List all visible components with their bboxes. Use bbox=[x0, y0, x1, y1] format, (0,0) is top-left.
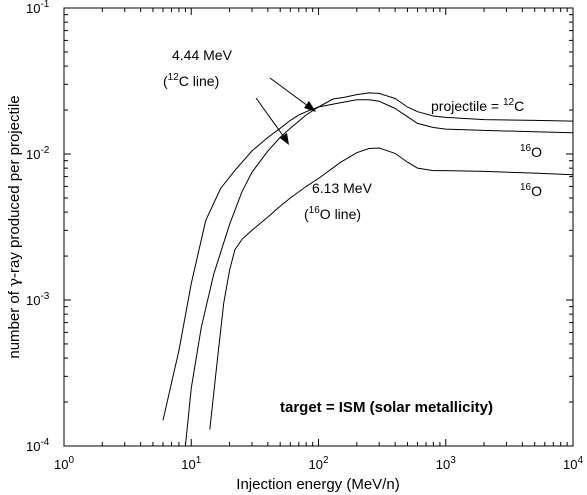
x-tick-label: 104 bbox=[563, 455, 583, 472]
x-tick-label: 102 bbox=[309, 455, 329, 472]
annotation-c12-line: (12C line) bbox=[163, 72, 219, 89]
y-tick-label: 10-4 bbox=[26, 437, 50, 454]
annotation-o16-lower: 16O bbox=[520, 182, 542, 199]
arrowhead-2 bbox=[280, 133, 289, 145]
annotation-o16-upper: 16O bbox=[520, 143, 542, 160]
axis-ticks bbox=[63, 8, 573, 447]
annotation-o16-line: (16O line) bbox=[304, 205, 361, 222]
arrowhead-1 bbox=[304, 101, 316, 112]
series-line-2 bbox=[184, 99, 574, 447]
y-axis-label: number of γ-ray produced per projectile bbox=[5, 95, 23, 358]
arrow-c12-to-curve-1 bbox=[269, 77, 309, 107]
x-tick-label: 103 bbox=[436, 455, 456, 472]
plot-frame bbox=[63, 7, 574, 447]
y-tick-label: 10-2 bbox=[26, 145, 50, 162]
arrow-c12-to-curve-2 bbox=[255, 97, 285, 138]
x-tick-label: 101 bbox=[181, 455, 201, 472]
x-axis-label: Injection energy (MeV/n) bbox=[236, 476, 399, 493]
y-tick-label: 10-1 bbox=[26, 0, 50, 16]
annotation-o16-energy: 6.13 MeV bbox=[312, 180, 373, 196]
annotation-target: target = ISM (solar metallicity) bbox=[280, 399, 493, 416]
series-line-1 bbox=[162, 92, 574, 421]
series-layer bbox=[162, 92, 574, 447]
x-tick-label: 100 bbox=[54, 455, 74, 472]
y-tick-label: 10-3 bbox=[26, 291, 50, 308]
tick-labels: 100 101 102 103 104 10-4 10-3 10-2 10-1 bbox=[26, 0, 583, 472]
series-line-3 bbox=[209, 147, 574, 430]
annotation-c12-energy: 4.44 MeV bbox=[172, 47, 233, 63]
annotation-projectile-c12: projectile = 12C bbox=[431, 97, 524, 114]
